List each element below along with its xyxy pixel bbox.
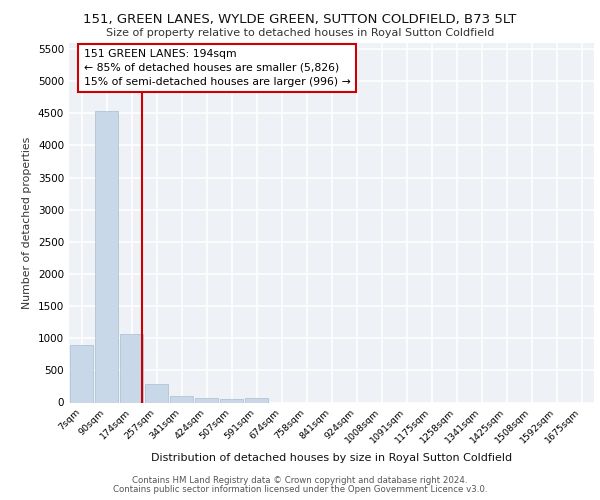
Bar — [145, 384, 168, 402]
Text: 151 GREEN LANES: 194sqm
← 85% of detached houses are smaller (5,826)
15% of semi: 151 GREEN LANES: 194sqm ← 85% of detache… — [83, 49, 350, 87]
X-axis label: Distribution of detached houses by size in Royal Sutton Coldfield: Distribution of detached houses by size … — [151, 454, 512, 464]
Bar — [195, 398, 218, 402]
Bar — [70, 346, 93, 403]
Bar — [95, 110, 118, 403]
Text: Size of property relative to detached houses in Royal Sutton Coldfield: Size of property relative to detached ho… — [106, 28, 494, 38]
Bar — [120, 334, 143, 402]
Text: 151, GREEN LANES, WYLDE GREEN, SUTTON COLDFIELD, B73 5LT: 151, GREEN LANES, WYLDE GREEN, SUTTON CO… — [83, 12, 517, 26]
Bar — [245, 398, 268, 402]
Bar — [170, 396, 193, 402]
Text: Contains public sector information licensed under the Open Government Licence v3: Contains public sector information licen… — [113, 484, 487, 494]
Y-axis label: Number of detached properties: Number of detached properties — [22, 136, 32, 308]
Bar — [220, 399, 243, 402]
Text: Contains HM Land Registry data © Crown copyright and database right 2024.: Contains HM Land Registry data © Crown c… — [132, 476, 468, 485]
